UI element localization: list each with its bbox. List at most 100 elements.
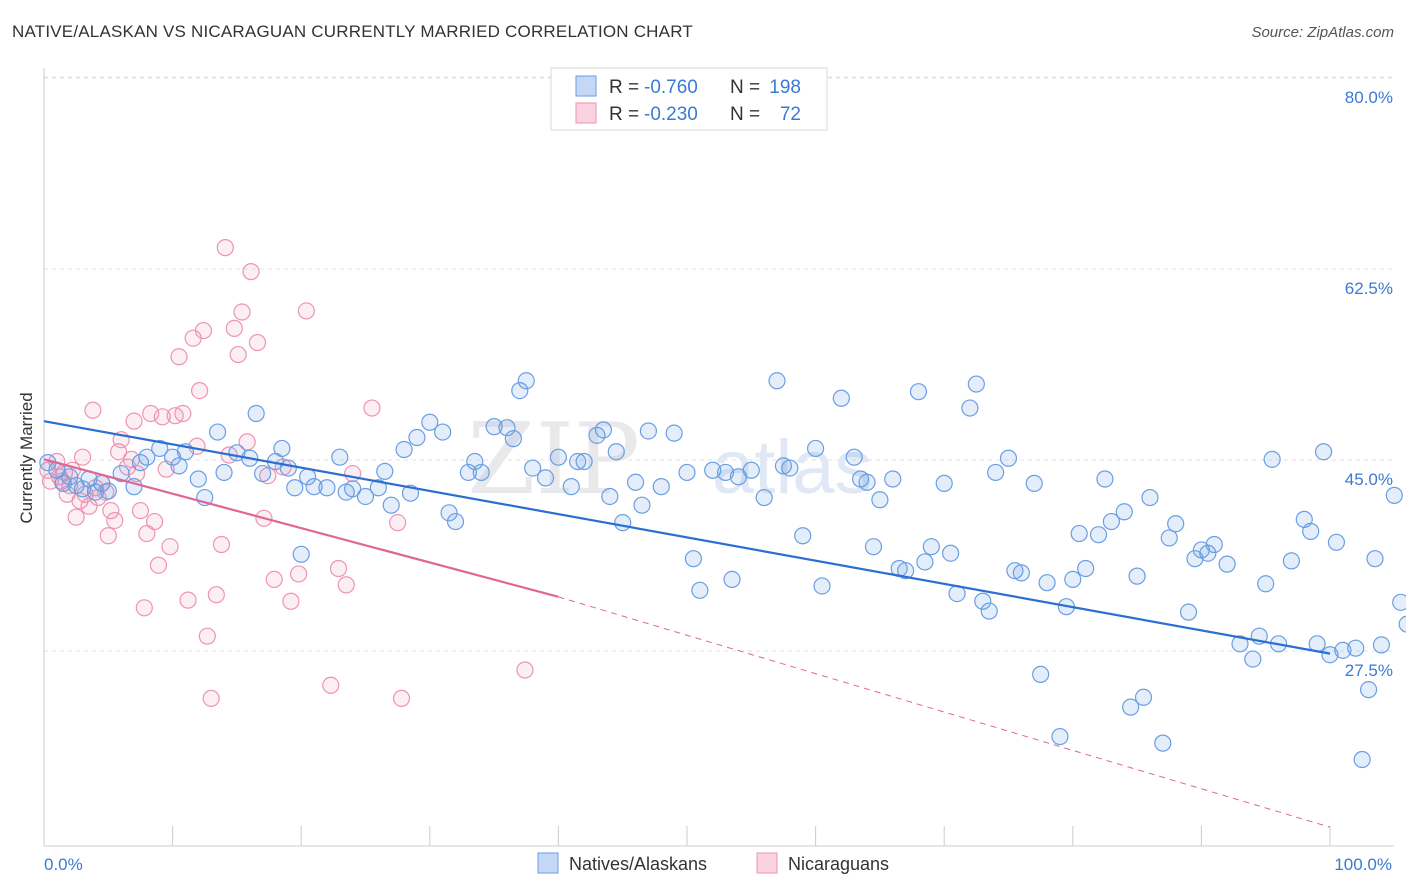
legend-bottom-swatch-natives <box>537 852 559 874</box>
legend-bottom-label-nicaraguans: Nicaraguans <box>788 854 889 874</box>
natives-point <box>633 496 651 514</box>
nicaraguans-point <box>125 412 143 430</box>
natives-point <box>935 474 953 492</box>
nicaraguans-point <box>248 333 267 352</box>
nicaraguans-point <box>145 512 164 531</box>
nicaraguans-point <box>297 302 315 320</box>
natives-point <box>54 474 72 492</box>
natives-point <box>813 577 831 595</box>
nicaraguans-point <box>84 401 102 419</box>
natives-point <box>1314 443 1333 461</box>
natives-point <box>980 602 998 620</box>
natives-point <box>1122 698 1140 716</box>
natives-point <box>549 448 568 466</box>
natives-point <box>884 470 902 488</box>
nicaraguans-point <box>138 524 156 543</box>
natives-point <box>774 457 793 475</box>
nicaraguans-point <box>174 404 192 423</box>
natives-point <box>189 470 207 488</box>
natives-point <box>897 562 915 580</box>
natives-point <box>376 462 394 480</box>
nicaraguans-point <box>389 514 407 532</box>
nicaraguans-point <box>161 538 179 556</box>
natives-point <box>408 428 426 447</box>
natives-point <box>1392 593 1406 611</box>
natives-point <box>716 463 735 482</box>
nicaraguans-point <box>179 591 197 609</box>
natives-point <box>1218 555 1236 573</box>
natives-point <box>967 375 985 393</box>
natives-point <box>138 448 156 466</box>
x-tick-label-min: 0.0% <box>44 855 83 874</box>
natives-point <box>755 488 773 507</box>
legend-r-value-natives: -0.760 <box>644 77 698 98</box>
natives-point <box>1321 646 1339 664</box>
natives-point <box>601 487 619 506</box>
natives-point <box>504 430 522 448</box>
natives-point <box>1179 603 1198 621</box>
natives-point <box>1186 550 1204 568</box>
natives-point <box>942 544 960 562</box>
natives-point <box>356 487 375 506</box>
nicaraguans-point <box>282 592 300 610</box>
natives-point <box>1032 665 1050 683</box>
nicaraguans-point <box>131 502 150 520</box>
natives-point <box>871 491 889 509</box>
natives-point <box>665 424 683 442</box>
natives-point <box>1353 750 1371 769</box>
natives-point <box>569 452 587 471</box>
natives-point <box>112 464 130 483</box>
nicaraguans-point <box>106 511 124 530</box>
natives-point <box>215 463 233 482</box>
natives-point <box>999 449 1018 467</box>
natives-point <box>594 421 613 439</box>
natives-point <box>1231 635 1249 653</box>
nicaraguans-trend-extension <box>558 596 1331 828</box>
nicaraguans-point <box>216 239 234 257</box>
natives-point <box>1398 615 1406 633</box>
natives-point <box>170 457 188 475</box>
natives-point <box>1167 515 1185 533</box>
nicaraguans-point <box>337 576 355 594</box>
source-label: Source: ZipAtlas.com <box>1251 24 1394 41</box>
x-tick-label-max: 100.0% <box>1334 855 1392 874</box>
y-tick-labels: 80.0% 62.5% 45.0% 27.5% <box>1345 88 1393 680</box>
legend-swatch-nicaraguans <box>575 102 597 124</box>
legend-n-label-nicaraguans: N = <box>730 104 760 125</box>
natives-point <box>1154 734 1172 752</box>
natives-point <box>254 464 272 483</box>
natives-point <box>273 439 291 458</box>
natives-point <box>1051 727 1069 746</box>
natives-point <box>916 553 934 571</box>
legend-n-label-natives: N = <box>730 77 760 98</box>
natives-point <box>1334 641 1352 659</box>
natives-points <box>39 372 1406 769</box>
nicaraguans-point <box>135 599 153 617</box>
natives-point <box>1372 636 1391 654</box>
nicaraguans-trend-line <box>43 458 559 598</box>
natives-point <box>1128 567 1146 585</box>
nicaraguans-point <box>198 627 216 645</box>
natives-point <box>279 459 297 477</box>
natives-point <box>678 463 696 482</box>
legend-top: R = -0.760 N = 198 R = -0.230 N = 72 <box>550 67 828 131</box>
nicaraguans-point <box>225 319 243 337</box>
nicaraguans-point <box>99 527 117 545</box>
nicaraguans-point <box>207 586 225 604</box>
natives-point <box>806 439 825 458</box>
natives-point <box>652 478 670 496</box>
nicaraguans-point <box>202 689 220 707</box>
natives-point <box>626 473 645 491</box>
watermark-zip: ZIP <box>467 403 640 517</box>
natives-point <box>1141 488 1159 507</box>
natives-point <box>1366 550 1384 568</box>
legend-bottom-swatch-nicaraguans <box>756 852 778 874</box>
natives-point <box>1102 512 1120 531</box>
legend-r-label-natives: R = <box>609 77 639 98</box>
natives-point <box>1263 450 1281 468</box>
natives-point <box>61 468 79 486</box>
legend-r-value-nicaraguans: -0.230 <box>644 104 698 125</box>
natives-point <box>318 479 336 497</box>
natives-point <box>459 463 477 482</box>
legend-n-value-natives: 198 <box>769 77 801 98</box>
